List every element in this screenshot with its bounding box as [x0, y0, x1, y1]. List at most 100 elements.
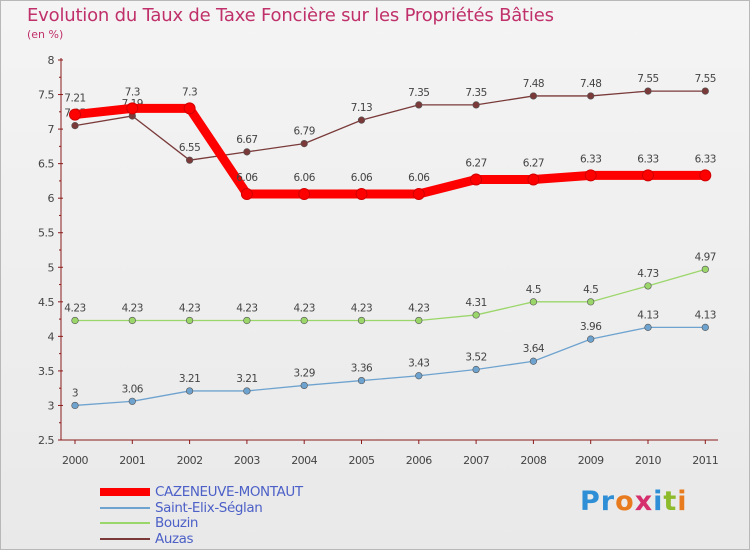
data-point [587, 92, 595, 100]
data-label: 7.48 [580, 78, 601, 90]
data-point [470, 173, 483, 186]
data-label: 6.06 [294, 172, 316, 184]
data-point [183, 102, 196, 115]
legend-item-saint-elix: Saint-Elix-Séglan [100, 500, 400, 516]
data-label: 3.21 [179, 373, 200, 385]
data-label: 7.35 [408, 87, 429, 99]
proxiti-logo: Proxiti [580, 486, 688, 517]
y-tick-label: 2.5 [38, 434, 54, 447]
legend-label-saint-elix: Saint-Elix-Séglan [155, 499, 263, 516]
x-tick-label: 2001 [119, 454, 145, 467]
data-point [584, 169, 597, 182]
x-tick-label: 2005 [349, 454, 375, 467]
data-point [415, 101, 423, 109]
data-point [357, 376, 366, 385]
data-label: 4.23 [294, 302, 315, 314]
x-tick-label: 2008 [520, 454, 546, 467]
y-tick-label: 6.5 [38, 158, 54, 171]
x-tick-label: 2009 [578, 454, 604, 467]
data-label: 7.3 [182, 86, 197, 98]
data-point [644, 282, 652, 290]
x-tick-label: 2010 [635, 454, 661, 467]
data-point [357, 316, 366, 325]
data-label: 6.79 [294, 126, 315, 138]
data-label: 6.33 [580, 153, 601, 165]
data-point [300, 140, 308, 148]
data-point [71, 316, 79, 325]
data-label: 4.13 [695, 309, 716, 321]
legend-swatch-saint-elix [100, 506, 150, 509]
data-label: 4.23 [64, 302, 85, 314]
data-point [412, 188, 425, 201]
y-tick-label: 8 [48, 54, 55, 67]
y-tick-label: 4 [48, 330, 55, 343]
series-line-2 [74, 268, 706, 322]
data-point [298, 188, 311, 201]
data-point [300, 316, 308, 325]
data-point [699, 169, 712, 182]
data-label: 6.06 [408, 172, 430, 184]
logo-letter: P [580, 486, 601, 517]
legend-item-cazeneuve: CAZENEUVE-MONTAUT [100, 484, 400, 500]
data-point [128, 316, 136, 325]
data-point [529, 92, 538, 100]
x-tick-label: 2007 [463, 454, 489, 467]
series-line-0 [70, 103, 710, 199]
data-point [186, 387, 194, 395]
y-tick-label: 7 [48, 123, 55, 136]
data-label: 3.29 [294, 367, 315, 379]
data-label: 4.23 [122, 302, 143, 314]
data-point [529, 298, 538, 306]
legend-swatch-auzas [100, 537, 150, 540]
y-tick-label: 5 [48, 261, 55, 274]
data-label: 4.23 [351, 302, 372, 314]
data-label: 6.06 [351, 172, 373, 184]
data-label: 7.13 [351, 102, 372, 114]
data-point [71, 122, 79, 130]
legend-swatch-bouzin [100, 522, 150, 524]
data-point [642, 169, 654, 182]
unit-label: (en %) [27, 28, 64, 41]
chart-title: Evolution du Taux de Taxe Foncière sur l… [27, 5, 554, 26]
logo-letter: x [634, 486, 654, 517]
x-tick-label: 2004 [291, 454, 317, 467]
data-point [527, 173, 540, 186]
x-tick-label: 2003 [234, 454, 260, 467]
data-point [300, 381, 308, 390]
x-tick-label: 2002 [177, 454, 203, 467]
data-label: 6.67 [236, 134, 257, 146]
x-tick-label: 2011 [692, 454, 718, 467]
data-point [529, 357, 538, 365]
y-tick-label: 7.5 [38, 89, 54, 102]
logo-letter: r [600, 486, 616, 517]
data-point [587, 298, 595, 306]
legend-label-auzas: Auzas [155, 530, 194, 547]
data-label: 7.55 [695, 73, 716, 85]
data-point [472, 311, 480, 319]
data-point [186, 316, 194, 325]
data-label: 4.73 [637, 268, 658, 280]
data-label: 6.33 [637, 153, 658, 165]
y-tick-label: 3.5 [38, 365, 54, 378]
legend: CAZENEUVE-MONTAUT Saint-Elix-Séglan Bouz… [100, 484, 400, 547]
data-label: 3.36 [351, 363, 373, 375]
data-point [240, 188, 253, 201]
data-point [701, 87, 709, 95]
data-point [128, 397, 136, 405]
data-label: 6.06 [236, 172, 258, 184]
data-point [126, 102, 139, 115]
legend-label-cazeneuve: CAZENEUVE-MONTAUT [155, 484, 303, 500]
data-point [415, 372, 423, 380]
data-point [243, 316, 251, 325]
series-line-3 [74, 90, 706, 161]
logo-letter: o [615, 486, 635, 517]
data-point [701, 265, 709, 273]
data-label: 7.35 [465, 87, 486, 99]
data-label: 4.5 [583, 284, 598, 296]
data-point [701, 323, 709, 331]
y-tick-label: 6 [48, 192, 55, 205]
data-point [415, 316, 423, 325]
data-label: 4.13 [637, 309, 658, 321]
